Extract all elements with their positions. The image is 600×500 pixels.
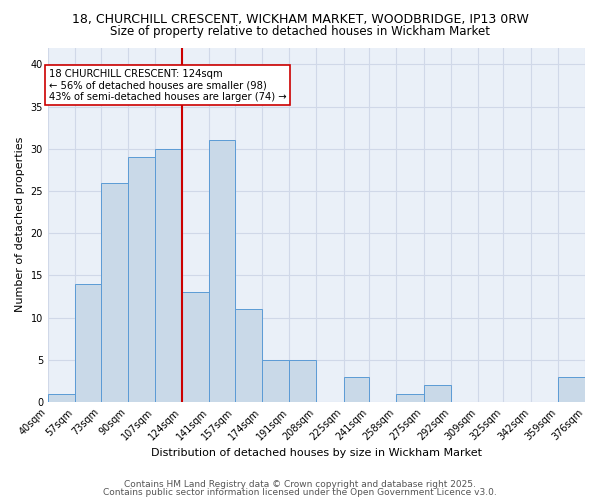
Bar <box>289 360 316 402</box>
Text: 18 CHURCHILL CRESCENT: 124sqm
← 56% of detached houses are smaller (98)
43% of s: 18 CHURCHILL CRESCENT: 124sqm ← 56% of d… <box>49 68 286 102</box>
Bar <box>101 182 128 402</box>
Bar <box>48 394 75 402</box>
Bar <box>397 394 424 402</box>
Bar <box>182 292 209 402</box>
Bar <box>235 309 262 402</box>
Bar <box>128 158 155 402</box>
Text: Contains public sector information licensed under the Open Government Licence v3: Contains public sector information licen… <box>103 488 497 497</box>
Bar <box>209 140 235 402</box>
Bar <box>344 377 369 402</box>
Bar <box>155 149 182 402</box>
Bar <box>262 360 289 402</box>
Bar <box>75 284 101 402</box>
X-axis label: Distribution of detached houses by size in Wickham Market: Distribution of detached houses by size … <box>151 448 482 458</box>
Bar <box>424 385 451 402</box>
Bar <box>558 377 585 402</box>
Text: Contains HM Land Registry data © Crown copyright and database right 2025.: Contains HM Land Registry data © Crown c… <box>124 480 476 489</box>
Text: 18, CHURCHILL CRESCENT, WICKHAM MARKET, WOODBRIDGE, IP13 0RW: 18, CHURCHILL CRESCENT, WICKHAM MARKET, … <box>71 12 529 26</box>
Text: Size of property relative to detached houses in Wickham Market: Size of property relative to detached ho… <box>110 25 490 38</box>
Y-axis label: Number of detached properties: Number of detached properties <box>15 137 25 312</box>
